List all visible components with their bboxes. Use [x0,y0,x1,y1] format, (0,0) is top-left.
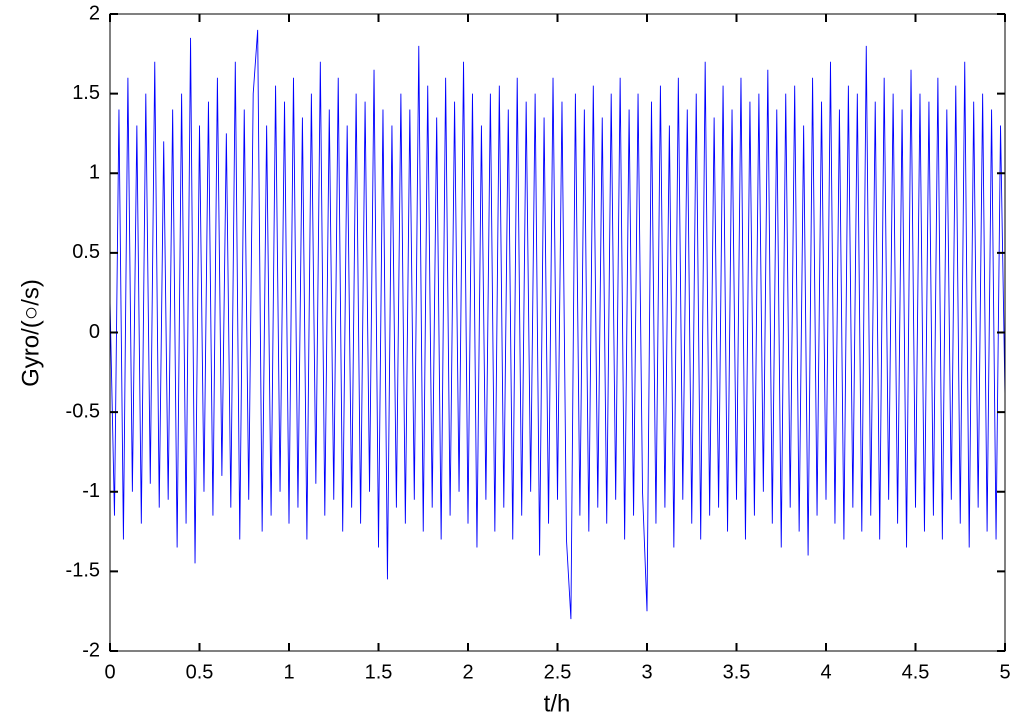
y-tick-label: 1 [89,162,100,184]
y-tick-label: -1.5 [66,560,100,582]
x-tick-label: 0.5 [186,661,214,683]
x-tick-label: 3.5 [723,661,751,683]
x-tick-label: 1 [283,661,294,683]
y-tick-label: -2 [82,639,100,661]
y-tick-label: 1.5 [72,82,100,104]
x-tick-label: 4 [820,661,831,683]
x-tick-label: 4.5 [902,661,930,683]
y-tick-label: -0.5 [66,400,100,422]
y-axis-label: Gyro/(○/s) [17,279,44,387]
y-tick-label: 0.5 [72,241,100,263]
x-tick-label: 3 [641,661,652,683]
y-tick-label: 0 [89,321,100,343]
x-tick-label: 2.5 [544,661,572,683]
x-axis-label: t/h [544,690,571,717]
y-tick-label: -1 [82,480,100,502]
data-line [109,29,1006,620]
x-tick-label: 2 [462,661,473,683]
x-tick-label: 5 [999,661,1010,683]
y-tick-label: 2 [89,2,100,24]
x-tick-label: 0 [104,661,115,683]
x-tick-label: 1.5 [365,661,393,683]
